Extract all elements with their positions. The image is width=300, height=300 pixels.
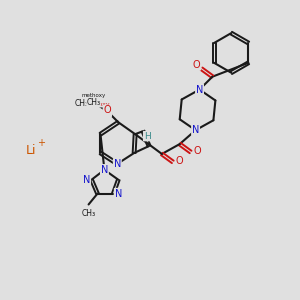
Text: N: N — [115, 189, 122, 199]
Text: N: N — [101, 165, 108, 175]
Text: N: N — [83, 175, 90, 185]
Text: N: N — [196, 85, 203, 94]
Text: O: O — [193, 60, 200, 70]
Text: O: O — [103, 105, 111, 116]
Text: CH₃: CH₃ — [86, 98, 100, 107]
Text: H: H — [144, 132, 150, 141]
Text: Li: Li — [26, 143, 36, 157]
Text: N: N — [114, 159, 121, 169]
Text: +: + — [37, 138, 45, 148]
Text: O: O — [194, 146, 201, 156]
Text: O: O — [176, 156, 184, 166]
Text: CH₃: CH₃ — [74, 99, 88, 108]
Text: methoxy: methoxy — [83, 102, 110, 107]
Text: N: N — [192, 125, 199, 135]
Text: methoxy: methoxy — [81, 94, 106, 98]
Text: O: O — [103, 106, 111, 116]
Text: CH₃: CH₃ — [82, 209, 96, 218]
